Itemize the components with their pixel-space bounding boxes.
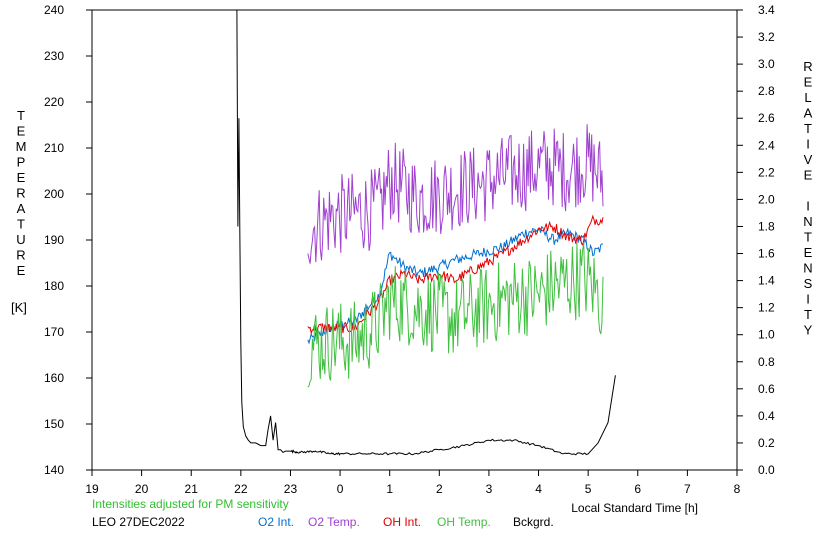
axis-label-letter: E — [17, 170, 26, 185]
axis-label-letter: S — [804, 276, 813, 291]
axis-label-letter: V — [804, 152, 813, 167]
axis-label-letter: N — [803, 261, 812, 276]
x-tick-label: 19 — [85, 482, 99, 496]
series-line-bckgrd — [236, 9, 616, 456]
series-line-o2-int — [307, 225, 604, 345]
axis-label-letter: M — [16, 139, 27, 154]
axis-label-letter: A — [17, 201, 26, 216]
axis-label-letter: I — [806, 199, 810, 214]
left-tick-label: 140 — [44, 463, 64, 477]
right-tick-label: 1.8 — [758, 219, 775, 233]
axis-label-letter: E — [17, 263, 26, 278]
left-axis-unit: [K] — [11, 300, 27, 315]
right-tick-label: 0.2 — [758, 436, 775, 450]
legend: O2 Int. O2 Temp. OH Int. OH Temp. Bckgrd. — [258, 515, 554, 529]
right-tick-label: 2.8 — [758, 84, 775, 98]
left-tick-label: 150 — [44, 417, 64, 431]
right-tick-label: 3.4 — [758, 3, 775, 17]
x-tick-label: 2 — [436, 482, 443, 496]
legend-entry: Bckgrd. — [513, 515, 554, 529]
plot-frame — [91, 9, 738, 471]
x-tick-label: 3 — [486, 482, 493, 496]
x-tick-label: 22 — [234, 482, 248, 496]
axis-label-letter: R — [16, 186, 25, 201]
right-tick-label: 1.0 — [758, 328, 775, 342]
axis-label-letter: E — [804, 75, 813, 90]
right-tick-label: 1.6 — [758, 247, 775, 261]
right-tick-label: 0.6 — [758, 382, 775, 396]
legend-entry: O2 Int. — [258, 515, 294, 529]
axis-label-letter: I — [806, 292, 810, 307]
axis-label-letter: E — [804, 168, 813, 183]
right-tick-label: 2.4 — [758, 138, 775, 152]
x-tick-label: 0 — [337, 482, 344, 496]
left-tick-label: 160 — [44, 371, 64, 385]
x-tick-label: 8 — [734, 482, 741, 496]
x-tick-label: 23 — [284, 482, 298, 496]
series-line-oh-temp — [307, 242, 604, 388]
x-tick-label: 20 — [135, 482, 149, 496]
right-tick-label: 3.2 — [758, 30, 775, 44]
legend-entry: OH Temp. — [437, 515, 491, 529]
left-tick-label: 230 — [44, 49, 64, 63]
axis-label-letter: A — [804, 106, 813, 121]
axis-label-letter: R — [16, 248, 25, 263]
x-tick-label: 7 — [684, 482, 691, 496]
axis-label-letter: U — [16, 232, 25, 247]
left-tick-label: 240 — [44, 3, 64, 17]
axis-label-letter: N — [803, 214, 812, 229]
axis-label-letter: T — [17, 108, 25, 123]
left-tick-label: 210 — [44, 141, 64, 155]
axis-label-letter: R — [803, 59, 812, 74]
x-axis-label: Local Standard Time [h] — [571, 501, 698, 515]
x-tick-label: 1 — [386, 482, 393, 496]
series-line-o2-temp — [307, 124, 604, 264]
axis-label-letter: T — [17, 217, 25, 232]
left-tick-label: 180 — [44, 279, 64, 293]
axis-label-letter: T — [804, 121, 812, 136]
right-tick-label: 0.8 — [758, 355, 775, 369]
axis-label-letter: E — [804, 245, 813, 260]
x-tick-label: 4 — [535, 482, 542, 496]
axis-label-letter: E — [17, 124, 26, 139]
left-tick-label: 170 — [44, 325, 64, 339]
series-layer — [236, 9, 616, 456]
left-tick-label: 200 — [44, 187, 64, 201]
right-tick-label: 2.2 — [758, 165, 775, 179]
x-tick-label: 6 — [634, 482, 641, 496]
axis-label-letter: L — [804, 90, 811, 105]
left-tick-label: 190 — [44, 233, 64, 247]
right-tick-label: 3.0 — [758, 57, 775, 71]
axis-label-letter: I — [806, 137, 810, 152]
right-tick-label: 0.0 — [758, 463, 775, 477]
axis-label-letter: P — [17, 155, 26, 170]
axis-layer: 1401501601701801902002102202302400.00.20… — [44, 3, 775, 496]
right-tick-label: 1.2 — [758, 301, 775, 315]
legend-entry: O2 Temp. — [308, 515, 360, 529]
axis-label-letter: Y — [804, 323, 813, 338]
x-tick-label: 5 — [585, 482, 592, 496]
x-tick-label: 21 — [185, 482, 199, 496]
right-tick-label: 1.4 — [758, 274, 775, 288]
left-tick-label: 220 — [44, 95, 64, 109]
sensitivity-note: Intensities adjusted for PM sensitivity — [92, 497, 289, 511]
right-tick-label: 2.6 — [758, 111, 775, 125]
station-date: LEO 27DEC2022 — [92, 515, 185, 529]
right-tick-label: 2.0 — [758, 192, 775, 206]
axis-label-letter: T — [804, 307, 812, 322]
right-tick-label: 0.4 — [758, 409, 775, 423]
axis-label-letter: T — [804, 230, 812, 245]
legend-entry: OH Int. — [383, 515, 421, 529]
